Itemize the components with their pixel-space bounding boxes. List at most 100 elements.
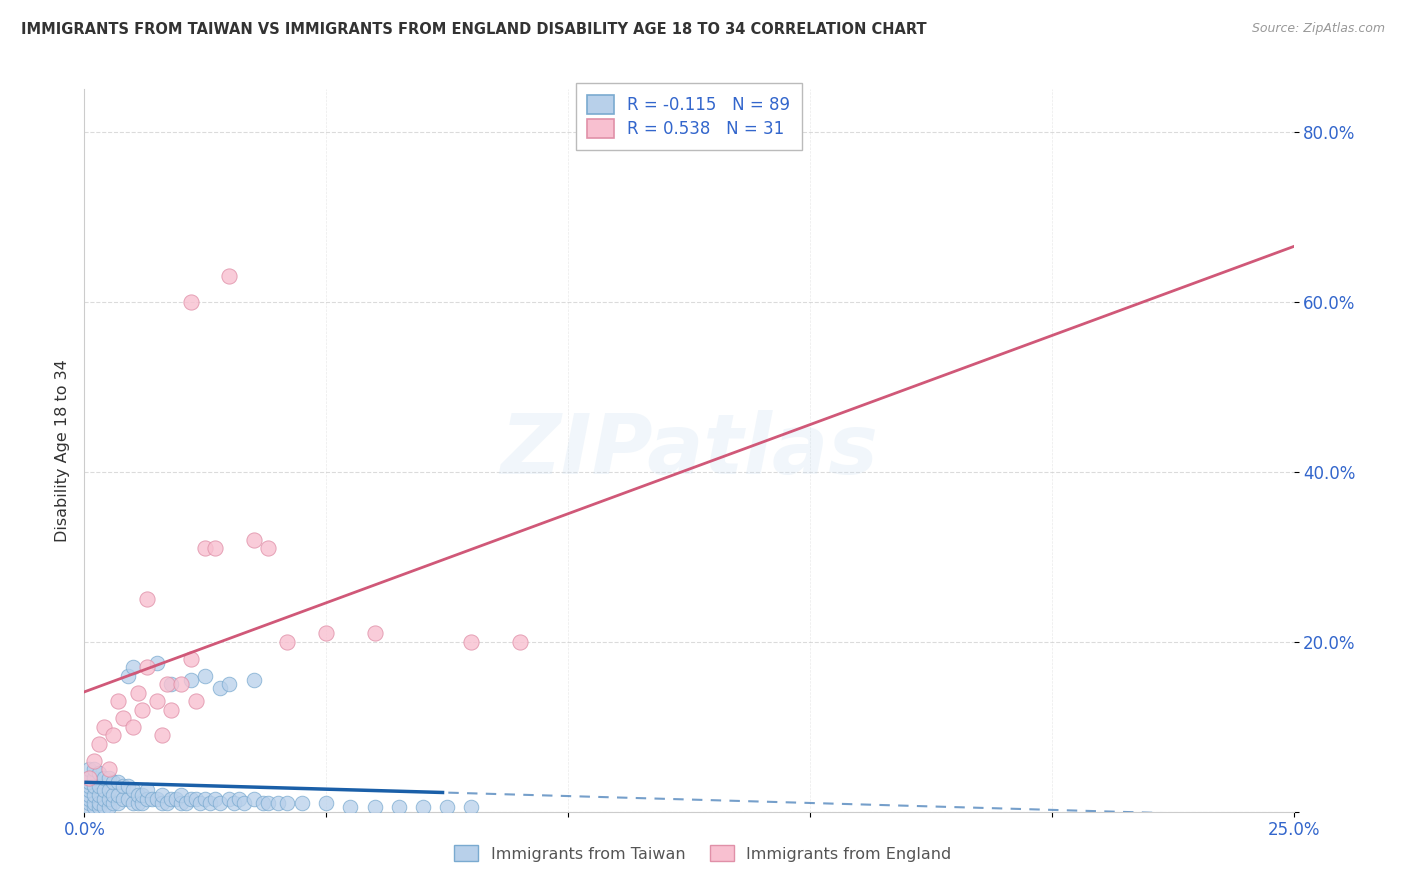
Point	[93, 800, 115, 814]
Point	[208, 681, 231, 696]
Point	[117, 669, 139, 683]
Point	[180, 673, 202, 687]
Point	[127, 796, 149, 810]
Point	[131, 788, 153, 802]
Point	[83, 788, 105, 802]
Point	[83, 771, 105, 785]
Point	[339, 800, 361, 814]
Point	[160, 677, 183, 691]
Point	[224, 796, 246, 810]
Point	[146, 656, 169, 670]
Point	[228, 792, 250, 806]
Point	[363, 800, 385, 814]
Point	[83, 754, 105, 768]
Point	[155, 677, 177, 691]
Point	[198, 796, 221, 810]
Point	[87, 779, 110, 793]
Point	[77, 796, 100, 810]
Point	[103, 788, 125, 802]
Point	[180, 792, 202, 806]
Point	[83, 800, 105, 814]
Point	[218, 677, 240, 691]
Point	[77, 779, 100, 793]
Point	[509, 634, 531, 648]
Point	[291, 796, 314, 810]
Point	[107, 788, 129, 802]
Point	[97, 771, 120, 785]
Point	[146, 694, 169, 708]
Point	[170, 788, 193, 802]
Point	[257, 796, 280, 810]
Point	[218, 269, 240, 284]
Point	[141, 792, 163, 806]
Point	[93, 720, 115, 734]
Point	[180, 651, 202, 665]
Point	[150, 796, 173, 810]
Point	[93, 783, 115, 797]
Point	[87, 800, 110, 814]
Point	[77, 775, 100, 789]
Point	[257, 541, 280, 556]
Point	[112, 711, 135, 725]
Legend: Immigrants from Taiwan, Immigrants from England: Immigrants from Taiwan, Immigrants from …	[449, 838, 957, 868]
Point	[276, 634, 298, 648]
Point	[460, 800, 482, 814]
Point	[107, 694, 129, 708]
Point	[136, 592, 159, 607]
Point	[170, 796, 193, 810]
Point	[97, 792, 120, 806]
Point	[267, 796, 290, 810]
Point	[436, 800, 458, 814]
Point	[77, 762, 100, 776]
Point	[131, 796, 153, 810]
Point	[83, 796, 105, 810]
Point	[160, 703, 183, 717]
Point	[97, 783, 120, 797]
Point	[174, 796, 197, 810]
Point	[117, 779, 139, 793]
Point	[194, 541, 217, 556]
Point	[194, 792, 217, 806]
Point	[77, 788, 100, 802]
Point	[83, 762, 105, 776]
Point	[112, 792, 135, 806]
Point	[77, 783, 100, 797]
Point	[242, 673, 264, 687]
Point	[77, 800, 100, 814]
Point	[87, 766, 110, 780]
Legend: R = -0.115   N = 89, R = 0.538   N = 31: R = -0.115 N = 89, R = 0.538 N = 31	[576, 83, 801, 150]
Point	[150, 728, 173, 742]
Point	[218, 792, 240, 806]
Point	[363, 626, 385, 640]
Point	[112, 779, 135, 793]
Text: ZIPatlas: ZIPatlas	[501, 410, 877, 491]
Point	[315, 796, 337, 810]
Point	[83, 779, 105, 793]
Point	[93, 771, 115, 785]
Point	[136, 792, 159, 806]
Point	[190, 796, 212, 810]
Point	[87, 788, 110, 802]
Point	[87, 737, 110, 751]
Point	[87, 796, 110, 810]
Point	[180, 294, 202, 309]
Point	[121, 720, 143, 734]
Point	[194, 669, 217, 683]
Point	[117, 792, 139, 806]
Point	[412, 800, 434, 814]
Point	[155, 796, 177, 810]
Point	[107, 775, 129, 789]
Point	[103, 728, 125, 742]
Point	[460, 634, 482, 648]
Point	[131, 703, 153, 717]
Point	[127, 788, 149, 802]
Point	[107, 796, 129, 810]
Point	[93, 792, 115, 806]
Point	[208, 796, 231, 810]
Point	[204, 792, 226, 806]
Point	[103, 775, 125, 789]
Point	[77, 771, 100, 785]
Point	[204, 541, 226, 556]
Point	[184, 694, 207, 708]
Point	[97, 800, 120, 814]
